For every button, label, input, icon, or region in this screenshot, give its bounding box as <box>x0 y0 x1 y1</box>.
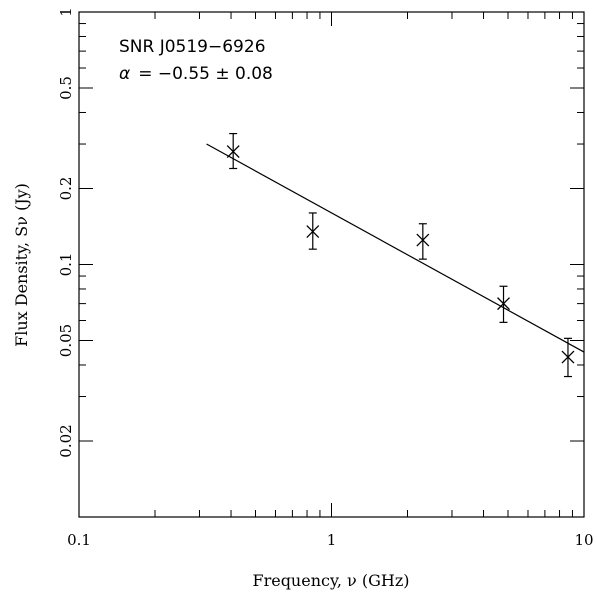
axis-ticks <box>78 12 585 518</box>
fit-line-group <box>206 143 585 353</box>
y-tick-labels: 0.02 0.05 0.1 0.2 0.5 1 <box>57 7 75 457</box>
y-tick-label: 1 <box>57 7 75 17</box>
y-axis-title: Flux Density, Sν (Jy) <box>12 183 31 347</box>
y-tick-label: 0.02 <box>57 424 75 457</box>
marker-stroke <box>416 233 430 247</box>
marker-stroke <box>497 297 510 311</box>
alpha-symbol: α <box>119 64 130 84</box>
x-tick-label: 1 <box>327 531 337 549</box>
y-tick-label: 0.5 <box>57 76 75 100</box>
y-tick-label: 0.2 <box>57 177 75 201</box>
marker-stroke <box>226 145 240 159</box>
data-point <box>226 132 240 170</box>
x-tick-labels: 0.1 1 10 <box>67 531 593 549</box>
data-point <box>561 337 575 378</box>
spectral-index: α = −0.55 ± 0.08 <box>119 64 273 84</box>
plot-frame <box>78 11 585 518</box>
source-name: SNR J0519−6926 <box>119 37 266 57</box>
data-points <box>226 132 575 378</box>
fit-line <box>206 143 585 353</box>
marker-stroke <box>306 225 320 239</box>
data-point <box>497 285 510 323</box>
x-tick-label: 10 <box>574 531 593 549</box>
data-point <box>306 212 320 250</box>
marker-stroke <box>561 350 575 364</box>
y-tick-label: 0.1 <box>57 253 75 277</box>
data-point <box>416 223 430 260</box>
x-axis-title: Frequency, ν (GHz) <box>252 571 409 590</box>
y-tick-label: 0.05 <box>57 324 75 357</box>
alpha-value: = −0.55 ± 0.08 <box>138 64 273 84</box>
x-tick-label: 0.1 <box>67 531 91 549</box>
